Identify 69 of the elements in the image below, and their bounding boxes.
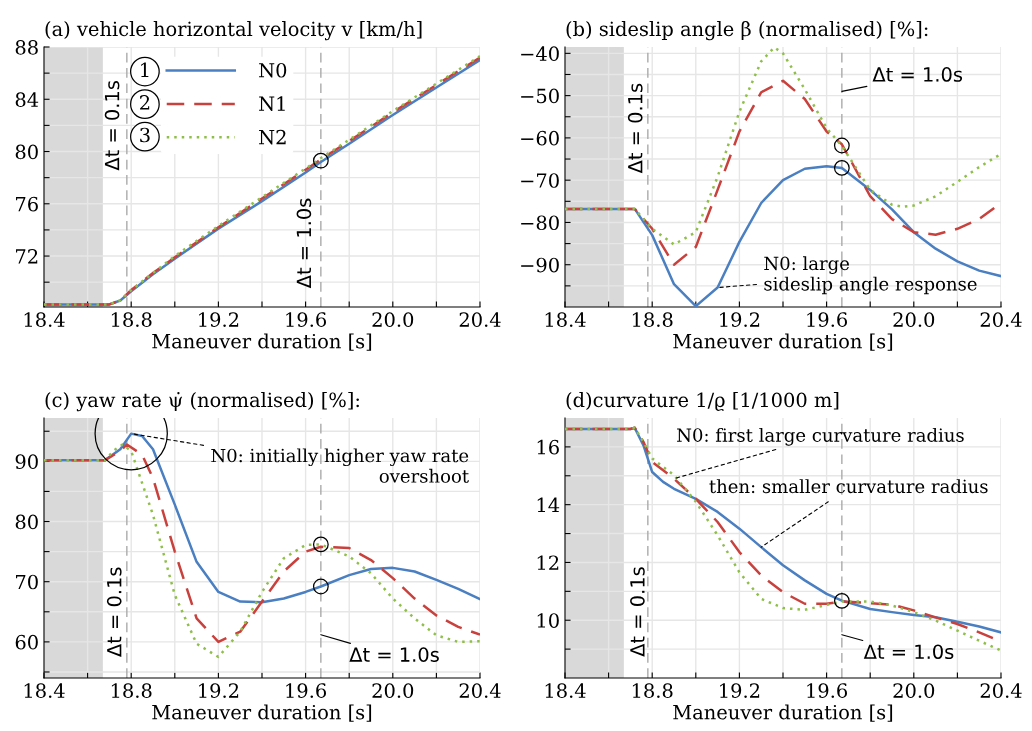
y-tick-label: 76 <box>16 196 38 212</box>
x-tick-label: 20.0 <box>893 312 935 327</box>
x-tick-label: 19.2 <box>199 683 239 698</box>
x-tick-label: 18.8 <box>632 312 673 327</box>
y-tick-label: −40 <box>521 46 559 62</box>
x-axis-title: Maneuver duration [s] <box>152 704 372 722</box>
x-tick-label: 18.8 <box>111 683 152 698</box>
chart-title: (b) sideslip angle β (normalised) [%]: <box>566 21 928 41</box>
x-tick-label: 20.4 <box>459 683 501 698</box>
x-tick-label: 18.8 <box>632 683 673 698</box>
x-tick-label: 18.4 <box>24 312 65 327</box>
x-tick-label: 18.8 <box>111 312 152 327</box>
x-tick-label: 20.0 <box>372 683 414 698</box>
legend-label: N0 <box>259 62 287 78</box>
annotation: Δt = 1.0s <box>863 644 954 660</box>
annotation: N0: first large curvature radius <box>677 427 964 446</box>
x-tick-label: 19.6 <box>286 312 327 327</box>
x-tick-label: 20.0 <box>372 312 414 327</box>
y-tick-label: 12 <box>537 555 559 570</box>
y-tick-label: 72 <box>16 249 38 264</box>
x-tick-label: 20.4 <box>980 312 1022 327</box>
x-tick-label: 20.0 <box>893 683 935 698</box>
annotation: 3 <box>140 127 150 143</box>
x-tick-label: 18.4 <box>24 683 65 698</box>
y-tick-label: 80 <box>15 144 38 160</box>
x-tick-label: 18.4 <box>545 312 586 327</box>
x-axis-title: Maneuver duration [s] <box>673 704 893 722</box>
x-tick-label: 19.6 <box>807 683 848 698</box>
x-tick-label: 20.4 <box>459 312 501 327</box>
x-axis-title: Maneuver duration [s] <box>673 333 893 351</box>
annotation: Δt = 1.0s <box>349 647 439 662</box>
y-tick-label: −80 <box>521 215 559 231</box>
x-tick-label: 19.6 <box>807 312 848 327</box>
y-tick-label: −70 <box>521 173 559 188</box>
annotation: Δt = 1.0s <box>872 67 963 82</box>
y-tick-label: 80 <box>15 514 38 530</box>
chart-title: (c) yaw rate ψ̇ (normalised) [%]: <box>45 391 359 412</box>
y-tick-label: 84 <box>15 92 39 107</box>
x-tick-label: 20.4 <box>980 683 1022 698</box>
y-tick-label: 90 <box>15 454 38 469</box>
y-tick-label: 14 <box>537 497 560 513</box>
y-tick-label: 70 <box>16 574 38 590</box>
y-tick-label: 10 <box>537 613 559 628</box>
x-tick-label: 19.2 <box>720 312 760 327</box>
annotation: Δt = 0.1s <box>627 83 643 174</box>
y-tick-label: −90 <box>521 257 559 273</box>
legend-label: N2 <box>259 129 286 145</box>
annotation: 2 <box>140 95 150 110</box>
annotation: Δt = 1.0s <box>296 198 312 289</box>
y-tick-label: 88 <box>15 39 38 55</box>
y-tick-label: 60 <box>15 634 38 650</box>
annotation: then: smaller curvature radius <box>709 479 988 494</box>
x-tick-label: 19.2 <box>199 312 239 327</box>
x-tick-label: 18.4 <box>545 683 586 698</box>
annotation: Δt = 0.1s <box>630 567 645 657</box>
y-tick-label: 16 <box>537 439 559 455</box>
y-tick-label: −60 <box>521 130 559 146</box>
chart-title: (a) vehicle horizontal velocity v [km/h] <box>45 21 422 41</box>
annotation: N0: large sideslip angle response <box>764 256 977 295</box>
chart-title: (d)curvature 1/ϱ [1/1000 m] <box>566 392 839 411</box>
annotation: 1 <box>141 62 149 77</box>
x-tick-label: 19.6 <box>286 683 327 698</box>
annotation: Δt = 0.1s <box>104 81 120 171</box>
y-tick-label: −50 <box>521 88 559 104</box>
annotation: N0: initially higher yaw rate overshoot <box>211 448 469 483</box>
legend-label: N1 <box>259 96 285 112</box>
x-tick-label: 19.2 <box>720 683 760 698</box>
annotation: Δt = 0.1s <box>106 567 122 657</box>
x-axis-title: Maneuver duration [s] <box>152 333 372 351</box>
